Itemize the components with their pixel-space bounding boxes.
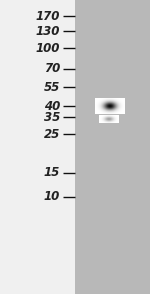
Text: 15: 15 (44, 166, 60, 179)
Text: 35: 35 (44, 111, 60, 123)
Text: 55: 55 (44, 81, 60, 94)
Text: 100: 100 (36, 42, 60, 55)
Text: 40: 40 (44, 100, 60, 113)
Text: 25: 25 (44, 128, 60, 141)
Text: 10: 10 (44, 191, 60, 203)
Text: 130: 130 (36, 25, 60, 38)
Text: 170: 170 (36, 10, 60, 23)
Text: 70: 70 (44, 62, 60, 75)
FancyBboxPatch shape (0, 0, 75, 294)
